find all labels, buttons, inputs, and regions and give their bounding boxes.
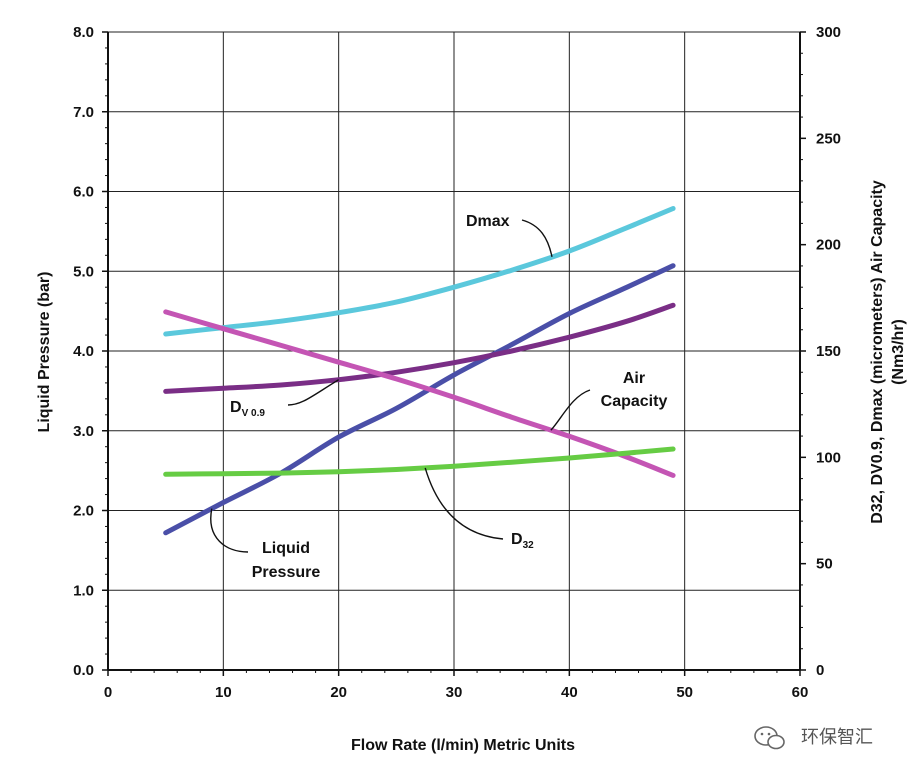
y2-tick-label: 200: [816, 237, 841, 254]
leader-line-d32: [424, 467, 504, 540]
tick-labels: 0 10 20 30 40 50 60 0.0 1.0 2.0 3.0 4.0 5.0 6.0 7.0 8.0…: [73, 24, 841, 701]
annotation-dv09-main: D: [230, 399, 242, 416]
wechat-icon: [754, 726, 785, 750]
annotation-liquid-pressure-line1: Liquid: [262, 540, 310, 557]
y2-tick-label: 50: [816, 556, 833, 573]
series-line-liquid-pressure: [163, 263, 676, 536]
series-line-air-capacity: [163, 309, 676, 478]
x-tick-label: 30: [446, 684, 463, 701]
y-tick-label: 2.0: [73, 503, 94, 520]
series-line-dv09: [163, 302, 676, 394]
y2-tick-label: 0: [816, 662, 824, 679]
y-tick-label: 3.0: [73, 423, 94, 440]
y-axis-title: Liquid Pressure (bar): [36, 272, 53, 433]
x-tick-label: 40: [561, 684, 578, 701]
x-tick-label: 60: [792, 684, 809, 701]
leader-line-dmax: [521, 219, 553, 257]
x-tick-label: 50: [676, 684, 693, 701]
y2-tick-label: 300: [816, 24, 841, 41]
annotation-dmax: Dmax: [466, 213, 510, 230]
watermark-text: 环保智汇: [801, 727, 873, 748]
annotation-liquid-pressure-line2: Pressure: [252, 564, 321, 581]
annotation-leaders: [210, 219, 591, 553]
leader-line-liquid-pressure: [210, 508, 249, 553]
watermark: 环保智汇: [754, 726, 873, 750]
annotation-dv09-sub: V 0.9: [242, 408, 266, 419]
y-tick-label: 8.0: [73, 24, 94, 41]
series-line-d32: [163, 446, 676, 477]
annotation-d32-sub: 32: [523, 540, 535, 551]
leader-line-air-capacity: [550, 389, 591, 431]
y2-tick-label: 100: [816, 449, 841, 466]
y2-axis-title-line1: D32, DV0.9, Dmax (micrometers) Air Capac…: [869, 180, 886, 524]
x-tick-label: 20: [330, 684, 347, 701]
x-tick-label: 10: [215, 684, 232, 701]
annotation-air-capacity-line2: Capacity: [601, 393, 668, 410]
y-tick-label: 4.0: [73, 343, 94, 360]
series-lines: [163, 206, 676, 536]
y-tick-label: 7.0: [73, 104, 94, 121]
leader-line-dv09: [287, 379, 340, 406]
y2-tick-label: 150: [816, 343, 841, 360]
y2-tick-label: 250: [816, 130, 841, 147]
annotation-air-capacity-line1: Air: [623, 370, 645, 387]
axes: [102, 31, 806, 676]
x-tick-label: 0: [104, 684, 112, 701]
y-tick-label: 1.0: [73, 582, 94, 599]
y2-axis-title-line2: (Nm3/hr): [890, 319, 907, 385]
grid: [108, 31, 800, 670]
y-tick-label: 5.0: [73, 263, 94, 280]
series-line-dmax: [163, 206, 676, 337]
y-tick-label: 0.0: [73, 662, 94, 679]
annotation-dv09: DV 0.9: [230, 399, 265, 419]
y-tick-label: 6.0: [73, 184, 94, 201]
annotation-d32: D32: [511, 531, 534, 551]
x-axis-title: Flow Rate (l/min) Metric Units: [351, 737, 575, 754]
annotation-d32-main: D: [511, 531, 523, 548]
